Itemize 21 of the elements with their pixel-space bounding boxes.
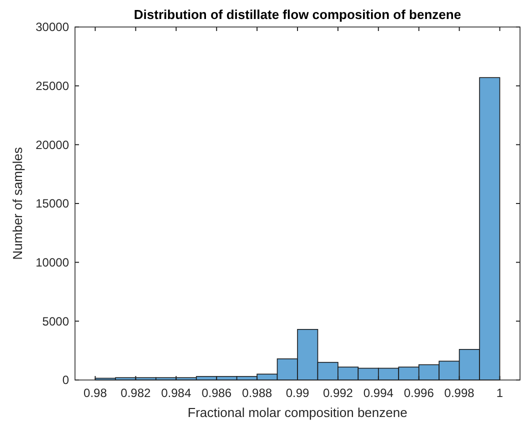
- y-tick-label: 5000: [42, 314, 70, 328]
- x-axis-title: Fractional molar composition benzene: [188, 405, 408, 420]
- x-tick-label: 0.986: [202, 386, 232, 400]
- x-tick-label: 1: [496, 386, 504, 400]
- chart-title: Distribution of distillate flow composition of benzene: [134, 7, 462, 22]
- y-tick-label: 25000: [36, 79, 70, 94]
- x-tick-label: 0.982: [120, 386, 152, 400]
- x-tick-label: 0.994: [363, 386, 394, 400]
- y-tick-label: 20000: [36, 138, 70, 152]
- x-tick-label: 0.98: [84, 386, 108, 400]
- y-tick-label: 0: [62, 373, 70, 388]
- x-tick-label: 0.984: [161, 386, 192, 400]
- y-axis-title: Number of samples: [10, 146, 25, 260]
- y-tick-label: 15000: [36, 196, 70, 211]
- y-tick-label: 30000: [36, 20, 70, 34]
- x-tick-label: 0.988: [242, 386, 272, 400]
- x-tick-label: 0.99: [286, 386, 310, 400]
- x-tick-label: 0.998: [444, 386, 475, 400]
- y-tick-label: 10000: [36, 256, 70, 270]
- x-tick-label: 0.992: [322, 386, 354, 400]
- x-tick-label: 0.996: [404, 386, 434, 400]
